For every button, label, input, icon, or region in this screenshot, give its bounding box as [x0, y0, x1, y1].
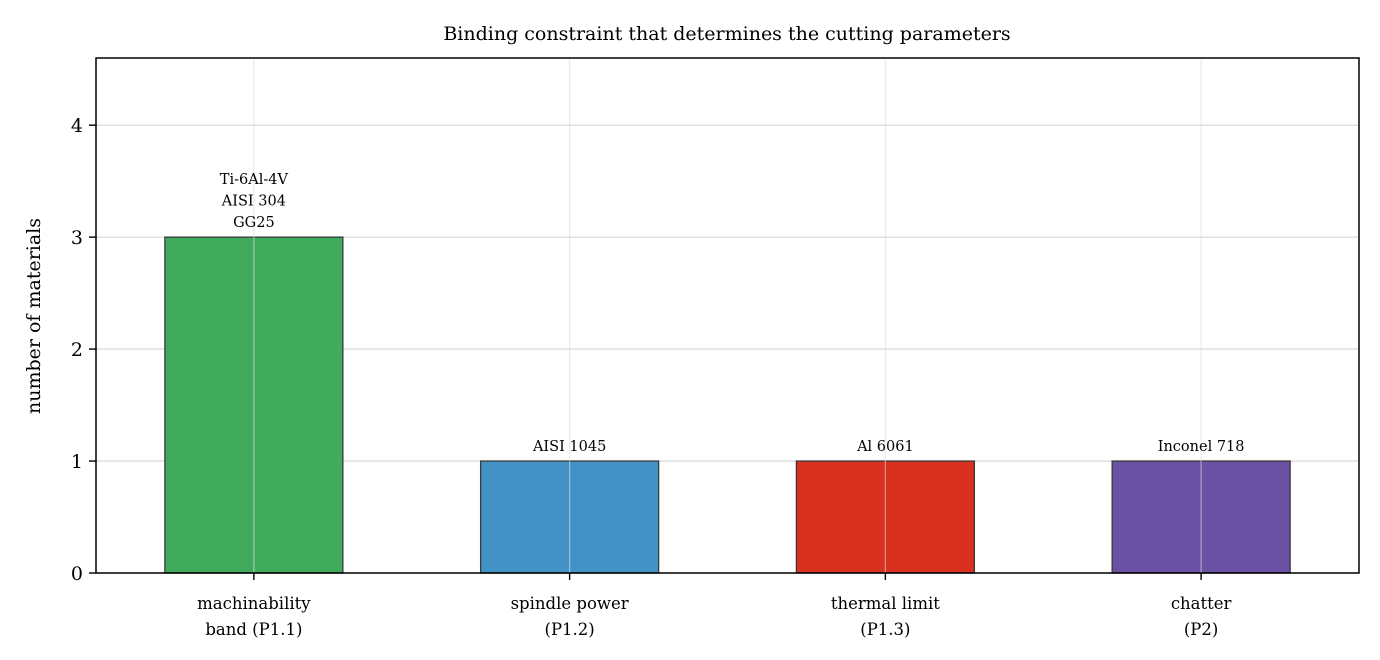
- bar-label-group: AISI 1045: [532, 439, 606, 455]
- bar-label-group: Inconel 718: [1158, 439, 1245, 455]
- bar-label: AISI 304: [221, 194, 286, 210]
- y-tick-label: 4: [71, 115, 83, 137]
- y-axis-label: number of materials: [23, 218, 45, 414]
- bars-layer: [164, 58, 1291, 574]
- x-tick-label: (P1.2): [545, 620, 595, 639]
- bar-label: GG25: [233, 215, 275, 231]
- x-tick-label: chatter: [1171, 594, 1232, 613]
- x-tick-label: (P2): [1184, 620, 1218, 639]
- x-tick-label: spindle power: [511, 594, 629, 613]
- chart-title: Binding constraint that determines the c…: [443, 23, 1010, 45]
- bar-labels-layer: Ti-6Al-4V AISI 304 GG25 AISI 1045 Al 6061 Inc…: [220, 172, 1245, 455]
- y-tick-label: 0: [71, 563, 83, 585]
- bar-label: AISI 1045: [532, 439, 606, 455]
- bar-label: Al 6061: [856, 439, 914, 455]
- bar-label: Inconel 718: [1158, 439, 1245, 455]
- x-tick-label: thermal limit: [831, 594, 940, 613]
- plot-frame: [95, 57, 1360, 574]
- y-tick-label: 2: [71, 339, 83, 361]
- x-tick-label: (P1.3): [860, 620, 910, 639]
- bar-label: Ti-6Al-4V: [220, 172, 289, 188]
- y-tick-label: 1: [71, 451, 83, 473]
- axes-layer: 0 1 2 3 4 machinability band (P1.1) spindle pow…: [71, 57, 1360, 639]
- y-tick-label: 3: [71, 227, 83, 249]
- bar-label-group: Al 6061: [856, 439, 914, 455]
- bar-label-group: Ti-6Al-4V AISI 304 GG25: [220, 172, 289, 231]
- x-tick-label: machinability: [197, 594, 311, 613]
- x-tick-label: band (P1.1): [205, 620, 302, 639]
